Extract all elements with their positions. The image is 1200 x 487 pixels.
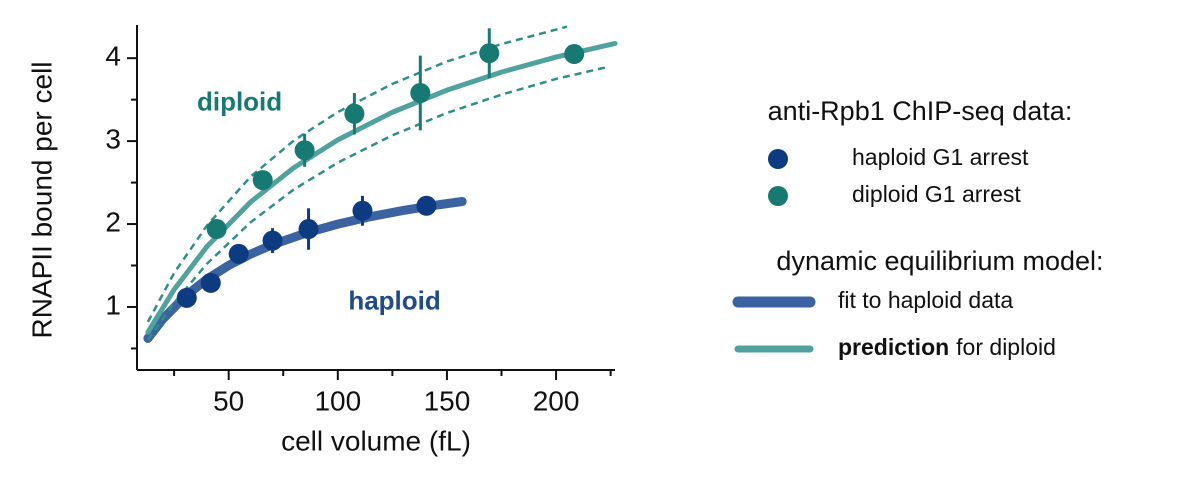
y-tick-label: 2 [105,206,121,237]
y-axis-label: RNAPII bound per cell [26,61,57,338]
data-point [294,140,315,161]
legend-marker [768,186,788,206]
data-point [416,195,437,216]
legend-label-text: for diploid [956,334,1056,360]
data-point [479,43,500,64]
x-tick-label: 100 [314,385,361,416]
legend-label: diploid G1 arrest [852,181,1021,207]
legend-label-bold: prediction [838,334,949,360]
x-tick-label: 50 [213,385,244,416]
legend-label: prediction for diploid [838,334,1056,360]
model-line [145,40,618,335]
legend-label-text: fit to haploid data [838,287,1013,313]
x-axis-label: cell volume (fL) [281,425,471,456]
x-tick-label: 150 [424,385,471,416]
annotation: diploid [197,87,282,117]
legend-title: anti-Rpb1 ChIP-seq data: [768,96,1073,126]
legend-marker [768,149,788,169]
legend-label: haploid G1 arrest [852,144,1029,170]
data-point [564,44,585,65]
bound-line [146,66,607,341]
data-point [298,219,319,240]
data-point [410,83,431,104]
data-point [200,272,221,293]
data-point [262,230,283,251]
x-tick-label: 200 [533,385,580,416]
legend-label: fit to haploid data [838,287,1013,313]
y-tick-label: 4 [105,41,121,72]
bound-line [146,25,568,323]
legend-title: dynamic equilibrium model: [776,246,1103,276]
data-point [344,103,365,124]
data-point [352,200,373,221]
y-tick-label: 3 [105,123,121,154]
annotation: haploid [348,286,440,316]
data-point [206,219,227,240]
y-tick-label: 1 [105,289,121,320]
data-point [176,287,197,308]
data-point [252,170,273,191]
data-point [228,243,249,264]
